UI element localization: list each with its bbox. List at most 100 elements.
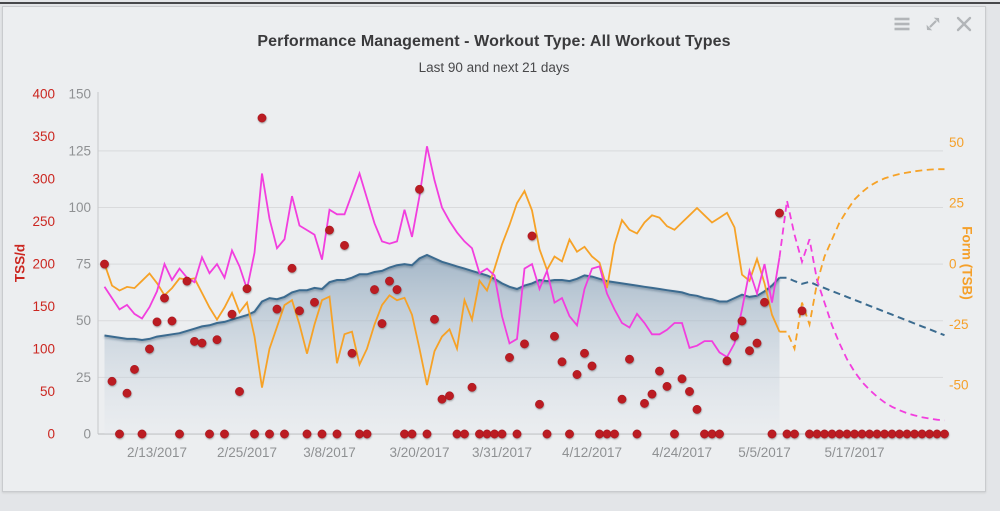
tss-dot (775, 208, 784, 218)
tss-dot (212, 335, 222, 345)
svg-text:50: 50 (949, 135, 964, 150)
tss-dot (392, 285, 402, 294)
svg-text:300: 300 (32, 172, 55, 187)
tss-axis-title: TSS/d (12, 243, 28, 283)
tss-dot (917, 429, 927, 439)
tss-dot (220, 429, 229, 439)
tss-dot (287, 263, 297, 273)
tss-dot (617, 394, 627, 404)
tss-dot (430, 314, 439, 324)
chart-header: Performance Management - Workout Type: A… (3, 7, 985, 75)
tss-dot (512, 429, 522, 439)
tss-dot (242, 284, 252, 294)
tss-dot (407, 429, 417, 439)
tss-dot (362, 429, 372, 439)
pmc-chart-panel: Performance Management - Workout Type: A… (2, 6, 986, 492)
tss-dot (715, 429, 724, 439)
tss-dot (265, 429, 274, 439)
tss-dot (745, 346, 754, 356)
svg-text:0: 0 (83, 427, 91, 442)
tsb-form-series (103, 168, 945, 388)
svg-text:150: 150 (68, 87, 91, 102)
tss-dot (377, 319, 387, 328)
tss-dot (767, 429, 777, 439)
tss-dot (422, 429, 432, 439)
tss-dot (370, 285, 379, 294)
tss-dot (302, 429, 312, 439)
tss-dot (490, 429, 499, 439)
pmc-chart-plot[interactable]: 0501001502002503003504000255075100125150… (3, 7, 985, 491)
tss-dot (640, 398, 649, 408)
tss-dot (685, 387, 694, 396)
svg-text:5/17/2017: 5/17/2017 (824, 445, 884, 460)
tss-dot (872, 429, 882, 439)
tss-dot (602, 429, 612, 439)
tss-dot (647, 389, 657, 399)
tss-dot (655, 366, 664, 376)
tss-scatter-series (100, 113, 949, 439)
svg-text:400: 400 (32, 87, 55, 102)
tss-dot (445, 391, 454, 401)
tss-dot (550, 331, 559, 341)
svg-text:150: 150 (32, 299, 55, 314)
tss-dot (257, 113, 267, 123)
tss-dot (670, 429, 679, 439)
tss-dot (205, 429, 214, 439)
tss-dot (865, 429, 874, 439)
tss-dot (347, 348, 357, 358)
tss-dot (355, 429, 364, 439)
svg-text:4/12/2017: 4/12/2017 (562, 445, 622, 460)
tss-dot (332, 429, 342, 439)
tss-dot (940, 429, 949, 439)
svg-text:350: 350 (32, 129, 55, 144)
menu-icon[interactable] (893, 15, 911, 33)
tss-dot (722, 356, 732, 366)
tss-dot (527, 231, 537, 241)
svg-text:25: 25 (76, 370, 91, 385)
tss-dot (610, 429, 619, 439)
tss-dot (677, 374, 687, 384)
tss-dot (632, 429, 642, 439)
tss-dot (910, 429, 919, 439)
tss-dot (812, 429, 822, 439)
tss-dot (805, 429, 814, 439)
tss-dot (662, 381, 672, 391)
tss-dot (587, 361, 597, 371)
tss-dot (235, 387, 244, 396)
tss-dot (190, 336, 199, 346)
tss-dot (415, 184, 424, 194)
tss-dot (100, 259, 109, 269)
tss-dot (160, 293, 169, 303)
tss-dot (137, 429, 147, 439)
svg-text:100: 100 (68, 200, 91, 215)
svg-text:50: 50 (76, 313, 91, 328)
tss-dot (925, 429, 934, 439)
tss-dot (542, 429, 552, 439)
tss-dot (505, 353, 514, 362)
tss-dot (932, 429, 942, 439)
tss-dot (250, 429, 259, 439)
tss-dot (760, 297, 769, 307)
svg-text:250: 250 (32, 214, 55, 229)
tss-dot (692, 404, 702, 414)
tss-dot (280, 429, 289, 439)
tss-dot (752, 338, 762, 348)
svg-text:75: 75 (76, 257, 91, 272)
chart-title: Performance Management - Workout Type: A… (257, 33, 731, 50)
tss-dot (707, 429, 717, 439)
svg-text:-50: -50 (949, 378, 969, 393)
tss-dot (835, 429, 844, 439)
tss-dot (535, 399, 544, 409)
svg-text:50: 50 (40, 384, 55, 399)
tss-dot (595, 429, 604, 439)
tss-dot (400, 429, 409, 439)
svg-text:25: 25 (949, 196, 964, 211)
close-icon[interactable] (955, 15, 973, 33)
tss-dot (565, 429, 574, 439)
svg-text:4/24/2017: 4/24/2017 (652, 445, 712, 460)
tss-dot (460, 429, 469, 439)
tss-dot (122, 388, 132, 398)
tss-dot (317, 429, 327, 439)
expand-icon[interactable] (924, 15, 942, 33)
tss-dot (827, 429, 837, 439)
